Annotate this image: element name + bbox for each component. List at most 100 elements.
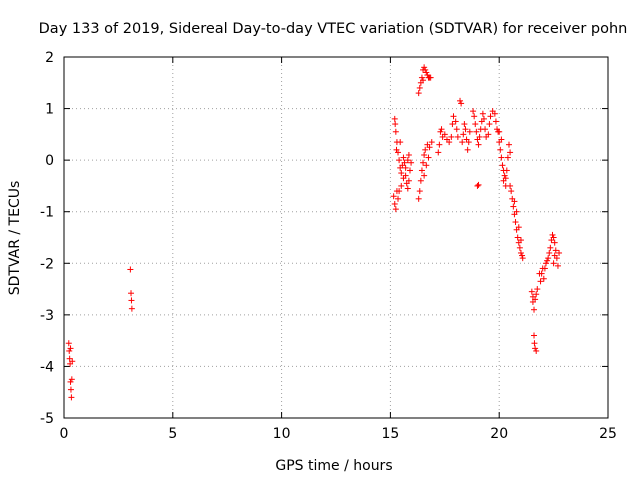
data-point bbox=[450, 113, 457, 120]
grid bbox=[64, 57, 608, 418]
data-point bbox=[416, 84, 423, 91]
data-point bbox=[452, 118, 459, 125]
data-point bbox=[486, 121, 493, 128]
data-point bbox=[422, 146, 429, 153]
data-point bbox=[392, 128, 399, 135]
data-point bbox=[464, 146, 471, 153]
data-point bbox=[556, 249, 563, 256]
data-point bbox=[68, 394, 75, 401]
data-point bbox=[541, 265, 548, 272]
data-points bbox=[65, 64, 563, 401]
x-tick-label: 15 bbox=[381, 426, 399, 442]
data-point bbox=[512, 219, 519, 226]
data-point bbox=[404, 185, 411, 192]
data-point bbox=[531, 340, 538, 347]
data-point bbox=[457, 97, 464, 104]
data-point bbox=[513, 208, 520, 215]
data-point bbox=[420, 159, 427, 166]
chart-title: Day 133 of 2019, Sidereal Day-to-day VTE… bbox=[39, 21, 628, 37]
data-point bbox=[65, 340, 72, 347]
data-point bbox=[427, 74, 434, 81]
data-point bbox=[485, 131, 492, 138]
data-point bbox=[405, 177, 412, 184]
data-point bbox=[503, 167, 510, 174]
data-point bbox=[472, 121, 479, 128]
data-point bbox=[421, 64, 428, 71]
data-point bbox=[438, 126, 445, 133]
data-point bbox=[552, 247, 559, 254]
data-point bbox=[532, 345, 539, 352]
data-point bbox=[398, 182, 405, 189]
data-point bbox=[446, 139, 453, 146]
data-point bbox=[448, 133, 455, 140]
data-point bbox=[466, 128, 473, 135]
data-point bbox=[417, 177, 424, 184]
data-point bbox=[498, 154, 505, 161]
x-tick-label: 0 bbox=[60, 426, 69, 442]
data-point bbox=[401, 159, 408, 166]
data-point bbox=[534, 286, 541, 293]
data-point bbox=[545, 255, 552, 262]
data-point bbox=[479, 110, 486, 117]
data-point bbox=[420, 77, 427, 84]
data-point bbox=[67, 378, 74, 385]
data-point bbox=[549, 231, 556, 238]
data-point bbox=[404, 157, 411, 164]
data-point bbox=[492, 118, 499, 125]
x-axis-label: GPS time / hours bbox=[275, 458, 392, 474]
data-point bbox=[397, 139, 404, 146]
data-point bbox=[473, 128, 480, 135]
data-point bbox=[398, 170, 405, 177]
y-tick-label: -2 bbox=[40, 256, 54, 272]
data-point bbox=[537, 278, 544, 285]
data-point bbox=[423, 162, 430, 169]
data-point bbox=[418, 167, 425, 174]
data-point bbox=[471, 113, 478, 120]
data-point bbox=[400, 154, 407, 161]
data-point bbox=[416, 188, 423, 195]
data-point bbox=[529, 293, 536, 300]
data-point bbox=[395, 195, 402, 202]
data-point bbox=[449, 121, 456, 128]
data-point bbox=[531, 306, 538, 313]
data-point bbox=[408, 159, 415, 166]
data-point bbox=[66, 355, 73, 362]
data-point bbox=[69, 358, 76, 365]
data-point bbox=[453, 126, 460, 133]
data-point bbox=[551, 252, 558, 259]
data-point bbox=[435, 149, 442, 156]
data-point bbox=[550, 260, 557, 267]
data-point bbox=[66, 347, 73, 354]
data-point bbox=[496, 128, 503, 135]
data-point bbox=[474, 182, 481, 189]
data-point bbox=[516, 244, 523, 251]
data-point bbox=[480, 115, 487, 122]
data-point bbox=[501, 172, 508, 179]
data-point bbox=[460, 131, 467, 138]
data-point bbox=[487, 113, 494, 120]
data-point bbox=[538, 270, 545, 277]
data-point bbox=[476, 133, 483, 140]
data-point bbox=[554, 262, 561, 269]
y-tick-label: -5 bbox=[40, 411, 54, 427]
data-point bbox=[406, 167, 413, 174]
data-point bbox=[519, 252, 526, 259]
data-point bbox=[391, 200, 398, 207]
data-point bbox=[500, 177, 507, 184]
data-point bbox=[391, 115, 398, 122]
data-point bbox=[510, 203, 517, 210]
data-point bbox=[441, 131, 448, 138]
y-tick-label: -3 bbox=[40, 308, 54, 324]
data-point bbox=[421, 151, 428, 158]
x-tick-label: 10 bbox=[273, 426, 291, 442]
data-point bbox=[547, 244, 554, 251]
data-point bbox=[396, 188, 403, 195]
data-point bbox=[519, 255, 526, 262]
data-point bbox=[393, 146, 400, 153]
x-tick-label: 20 bbox=[490, 426, 508, 442]
data-point bbox=[128, 290, 135, 297]
x-tick-label: 5 bbox=[168, 426, 177, 442]
data-point bbox=[499, 162, 506, 169]
data-point bbox=[504, 154, 511, 161]
